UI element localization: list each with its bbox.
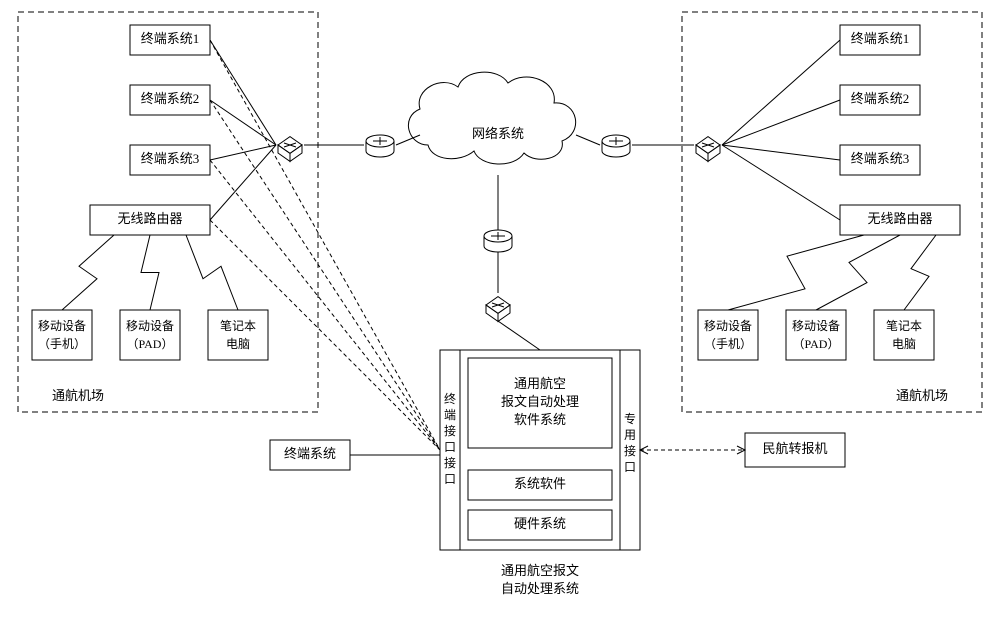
left-wr: 无线路由器 — [90, 205, 210, 235]
router-left-icon — [366, 135, 394, 157]
svg-text:无线路由器: 无线路由器 — [117, 211, 182, 226]
right-airport-container — [682, 12, 982, 412]
svg-text:终端系统2: 终端系统2 — [851, 91, 910, 106]
svg-text:（手机）: （手机） — [38, 337, 86, 351]
router-right-icon — [602, 135, 630, 157]
right-d2: 移动设备 （PAD） — [786, 310, 846, 360]
svg-text:口: 口 — [444, 440, 456, 454]
svg-text:终端系统3: 终端系统3 — [851, 151, 910, 166]
svg-text:终端系统2: 终端系统2 — [141, 91, 200, 106]
system-caption-line1: 通用航空报文 — [501, 563, 579, 578]
svg-text:（PAD）: （PAD） — [793, 337, 840, 351]
svg-text:报文自动处理: 报文自动处理 — [501, 394, 579, 409]
right-airport-label: 通航机场 — [896, 388, 948, 403]
svg-text:终端系统1: 终端系统1 — [141, 31, 200, 46]
svg-text:无线路由器: 无线路由器 — [867, 211, 932, 226]
inner-ss: 系统软件 — [468, 470, 612, 500]
svg-text:移动设备: 移动设备 — [38, 319, 86, 333]
diagram-canvas: 终端系统1 终端系统2 终端系统3 无线路由器 移动设备 （手机） 移动设备 （PAD） 笔记… — [0, 0, 1000, 636]
left-airport-label: 通航机场 — [52, 388, 104, 403]
network-devices-group — [278, 135, 720, 321]
svg-text:硬件系统: 硬件系统 — [514, 516, 566, 531]
processing-system-container: 终端接口接口 专用接口 通用航空报文自动处理软件系统系统软件硬件系统 通用航空报… — [440, 350, 640, 596]
svg-text:软件系统: 软件系统 — [514, 412, 566, 427]
svg-text:电脑: 电脑 — [226, 337, 250, 351]
svg-text:笔记本: 笔记本 — [886, 318, 922, 333]
svg-text:笔记本: 笔记本 — [220, 318, 256, 333]
right-t3: 终端系统3 — [840, 145, 920, 175]
inner-sw: 通用航空报文自动处理软件系统 — [468, 358, 612, 448]
left-t2: 终端系统2 — [130, 85, 210, 115]
right-t2: 终端系统2 — [840, 85, 920, 115]
svg-text:移动设备: 移动设备 — [704, 319, 752, 333]
left-devices-group: 移动设备 （手机） 移动设备 （PAD） 笔记本电脑 — [32, 310, 268, 360]
right-t1: 终端系统1 — [840, 25, 920, 55]
svg-text:接: 接 — [444, 455, 456, 470]
svg-text:终端系统3: 终端系统3 — [141, 151, 200, 166]
dedicated-interface-label: 专用接口 — [624, 411, 636, 474]
svg-text:（手机）: （手机） — [704, 337, 752, 351]
svg-text:口: 口 — [624, 460, 636, 474]
router-mid-icon — [484, 230, 512, 252]
svg-text:专: 专 — [624, 411, 636, 426]
left-switch-icon — [278, 137, 302, 162]
switch-mid-icon — [486, 297, 510, 322]
relay-box: 民航转报机 — [745, 433, 845, 467]
right-devices-group: 移动设备 （手机） 移动设备 （PAD） 笔记本电脑 — [698, 310, 934, 360]
external-terminal-label: 终端系统 — [284, 446, 336, 461]
external-terminal-box: 终端系统 — [270, 440, 350, 470]
cloud-icon: 网络系统 — [408, 72, 575, 164]
svg-text:移动设备: 移动设备 — [126, 319, 174, 333]
relay-label: 民航转报机 — [762, 441, 827, 456]
svg-text:用: 用 — [624, 428, 636, 442]
svg-text:口: 口 — [444, 472, 456, 486]
system-inner-boxes: 通用航空报文自动处理软件系统系统软件硬件系统 — [468, 358, 612, 540]
svg-text:移动设备: 移动设备 — [792, 319, 840, 333]
left-terminals-group: 终端系统1 终端系统2 终端系统3 无线路由器 — [90, 25, 210, 235]
inner-hw: 硬件系统 — [468, 510, 612, 540]
right-d3: 笔记本电脑 — [874, 310, 934, 360]
svg-text:接: 接 — [624, 443, 636, 458]
left-d1: 移动设备 （手机） — [32, 310, 92, 360]
svg-text:系统软件: 系统软件 — [514, 476, 566, 491]
left-d2: 移动设备 （PAD） — [120, 310, 180, 360]
svg-text:通用航空: 通用航空 — [514, 376, 566, 391]
right-terminals-group: 终端系统1 终端系统2 终端系统3 无线路由器 — [840, 25, 960, 235]
svg-text:电脑: 电脑 — [892, 337, 916, 351]
terminal-interface-label: 终端接口接口 — [444, 391, 456, 486]
cloud-label: 网络系统 — [472, 126, 524, 141]
svg-text:（PAD）: （PAD） — [127, 337, 174, 351]
right-switch-icon — [696, 137, 720, 162]
svg-text:端: 端 — [444, 408, 456, 422]
svg-text:终端系统1: 终端系统1 — [851, 31, 910, 46]
system-caption-line2: 自动处理系统 — [501, 581, 579, 596]
right-d1: 移动设备 （手机） — [698, 310, 758, 360]
svg-text:终: 终 — [444, 391, 456, 406]
right-wr: 无线路由器 — [840, 205, 960, 235]
left-t1: 终端系统1 — [130, 25, 210, 55]
left-d3: 笔记本电脑 — [208, 310, 268, 360]
svg-text:接: 接 — [444, 423, 456, 438]
left-t3: 终端系统3 — [130, 145, 210, 175]
